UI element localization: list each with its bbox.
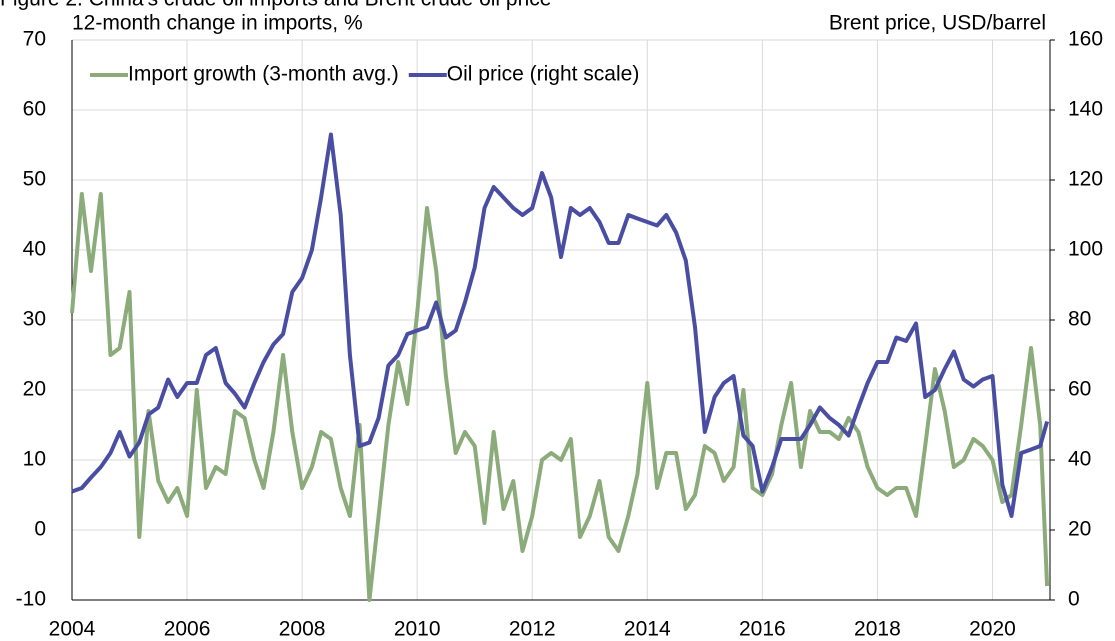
y2-axis-label: Brent price, USD/barrel: [829, 12, 1046, 35]
y-tick-label: 60: [23, 98, 46, 121]
legend-label: Oil price (right scale): [447, 63, 640, 86]
x-tick-label: 2016: [739, 618, 786, 641]
chart-title: Figure 2. China's crude oil imports and …: [0, 0, 551, 11]
y2-tick-label: 140: [1068, 98, 1103, 121]
legend-label: Import growth (3-month avg.): [128, 63, 399, 86]
y2-tick-label: 100: [1068, 238, 1103, 261]
y2-tick-label: 20: [1068, 518, 1091, 541]
x-tick-label: 2018: [854, 618, 901, 641]
x-tick-label: 2014: [624, 618, 671, 641]
x-tick-label: 2020: [969, 618, 1016, 641]
y2-tick-label: 160: [1068, 28, 1103, 51]
y-tick-label: 30: [23, 308, 46, 331]
y-tick-label: -10: [16, 588, 46, 611]
y-tick-label: 10: [23, 448, 46, 471]
x-tick-label: 2006: [164, 618, 211, 641]
y2-tick-label: 80: [1068, 308, 1091, 331]
series-line: [70, 192, 1050, 602]
x-tick-label: 2012: [509, 618, 556, 641]
y-axis-label: 12-month change in imports, %: [72, 12, 363, 35]
y-tick-label: 70: [23, 28, 46, 51]
series-line: [71, 132, 1050, 518]
y2-tick-label: 60: [1068, 378, 1091, 401]
y2-tick-label: 120: [1068, 168, 1103, 191]
y2-tick-label: 40: [1068, 448, 1091, 471]
y-tick-label: 0: [34, 518, 46, 541]
y2-tick-label: 0: [1068, 588, 1080, 611]
x-tick-label: 2004: [49, 618, 96, 641]
y-tick-label: 40: [23, 238, 46, 261]
y-tick-label: 20: [23, 378, 46, 401]
x-tick-label: 2008: [279, 618, 326, 641]
x-tick-label: 2010: [394, 618, 441, 641]
y-tick-label: 50: [23, 168, 46, 191]
